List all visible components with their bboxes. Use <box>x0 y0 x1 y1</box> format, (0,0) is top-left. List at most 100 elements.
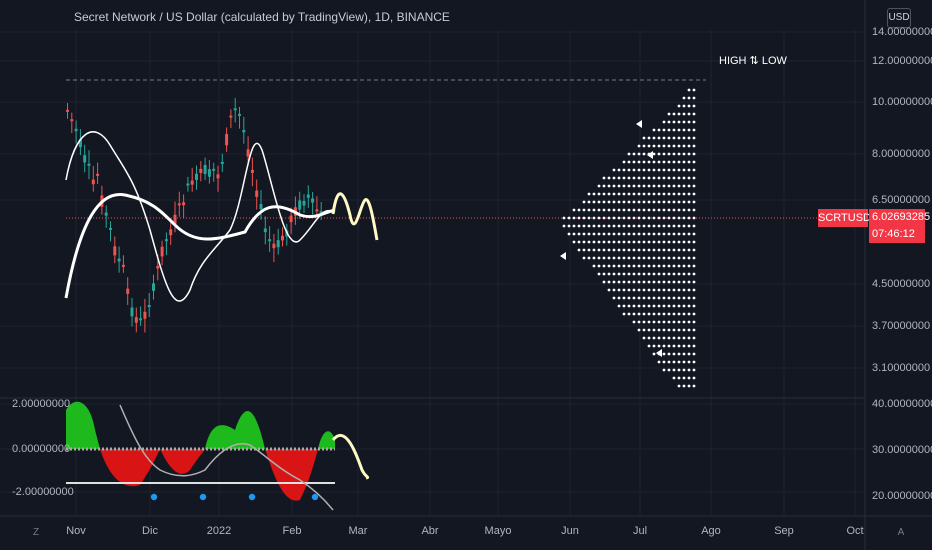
profile-dot <box>622 304 626 308</box>
profile-dot <box>687 288 691 292</box>
profile-dot <box>582 208 586 212</box>
profile-dot <box>692 216 696 220</box>
profile-dot <box>582 224 586 228</box>
profile-dot <box>687 200 691 204</box>
profile-dot <box>607 288 611 292</box>
profile-dot <box>637 320 641 324</box>
profile-dot <box>672 224 676 228</box>
profile-dot <box>642 264 646 268</box>
candle-body <box>289 215 293 223</box>
time-label: Ago <box>701 525 721 537</box>
profile-dot <box>692 144 696 148</box>
profile-dot <box>687 368 691 372</box>
profile-dot <box>692 152 696 156</box>
profile-dot <box>597 256 601 260</box>
profile-dot <box>677 280 681 284</box>
profile-dot <box>667 208 671 212</box>
currency-button[interactable]: USD <box>887 8 911 28</box>
profile-dot <box>637 248 641 252</box>
profile-dot <box>642 224 646 228</box>
profile-dot <box>677 344 681 348</box>
time-label: Abr <box>421 525 439 537</box>
profile-dot <box>597 224 601 228</box>
profile-dot <box>632 320 636 324</box>
profile-dot <box>677 160 681 164</box>
profile-dot <box>597 248 601 252</box>
candle-body <box>186 183 190 186</box>
profile-dot <box>662 144 666 148</box>
profile-dot <box>677 104 681 108</box>
profile-dot <box>617 200 621 204</box>
oscillator-left-tick: -2.00000000 <box>12 486 74 498</box>
profile-dot <box>667 160 671 164</box>
time-label: Jul <box>632 525 648 537</box>
profile-dot <box>662 336 666 340</box>
profile-dot <box>622 224 626 228</box>
profile-dot <box>592 264 596 268</box>
profile-dot <box>687 248 691 252</box>
profile-dot <box>627 232 631 236</box>
profile-dot <box>672 368 676 372</box>
time-label: Mar <box>348 525 368 537</box>
profile-dot <box>692 272 696 276</box>
profile-dot <box>677 336 681 340</box>
profile-dot <box>687 224 691 228</box>
profile-dot <box>667 216 671 220</box>
profile-dot <box>692 208 696 212</box>
profile-dot <box>612 176 616 180</box>
profile-dot <box>612 280 616 284</box>
profile-dot <box>692 168 696 172</box>
profile-dot <box>677 120 681 124</box>
profile-dot <box>637 288 641 292</box>
candle-body <box>212 168 216 171</box>
profile-dot <box>652 240 656 244</box>
timezone-icon[interactable]: Z <box>32 527 40 538</box>
profile-dot <box>652 152 656 156</box>
red-area <box>100 449 160 487</box>
profile-dot <box>662 160 666 164</box>
profile-dot <box>682 240 686 244</box>
profile-dot <box>622 192 626 196</box>
profile-dot <box>692 264 696 268</box>
candle-body <box>276 240 280 248</box>
profile-dot <box>662 208 666 212</box>
profile-dot <box>597 216 601 220</box>
profile-dot <box>637 152 641 156</box>
profile-dot <box>687 120 691 124</box>
profile-dot <box>577 224 581 228</box>
candle-body <box>182 202 186 206</box>
candle-body <box>220 161 224 164</box>
profile-dot <box>632 152 636 156</box>
profile-dot <box>587 232 591 236</box>
oscillator-left-tick: 2.00000000 <box>12 398 71 410</box>
profile-dot <box>677 224 681 228</box>
profile-dot <box>667 304 671 308</box>
profile-dot <box>582 216 586 220</box>
profile-dot <box>657 336 661 340</box>
auto-scale-icon[interactable]: A <box>897 527 905 538</box>
profile-dot <box>682 264 686 268</box>
profile-dot <box>692 336 696 340</box>
candle-body <box>242 129 246 133</box>
profile-dot <box>647 264 651 268</box>
profile-dot <box>657 184 661 188</box>
profile-dot <box>627 296 631 300</box>
profile-dot <box>692 384 696 388</box>
profile-dot <box>662 216 666 220</box>
profile-dot <box>602 216 606 220</box>
profile-dot <box>657 152 661 156</box>
time-label: Oct <box>846 525 864 537</box>
profile-dot <box>622 176 626 180</box>
profile-dot <box>687 208 691 212</box>
candle-body <box>78 139 82 148</box>
profile-dot <box>607 280 611 284</box>
profile-dot <box>642 280 646 284</box>
profile-dot <box>682 192 686 196</box>
profile-dot <box>667 128 671 132</box>
profile-dot <box>652 288 656 292</box>
candle-body <box>255 190 259 197</box>
profile-dot <box>682 384 686 388</box>
profile-dot <box>662 272 666 276</box>
profile-dot <box>672 304 676 308</box>
